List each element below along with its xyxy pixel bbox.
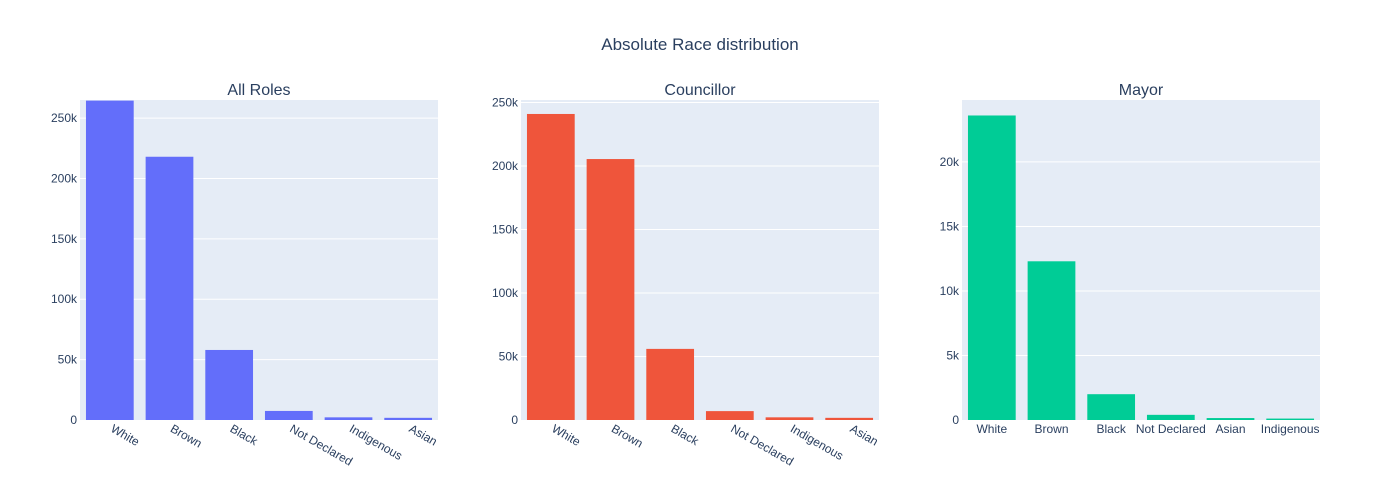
y-tick-label: 0 bbox=[70, 413, 77, 427]
y-tick-label: 200k bbox=[51, 171, 78, 185]
x-tick-label: Not Declared bbox=[728, 421, 796, 468]
y-tick-label: 50k bbox=[58, 353, 78, 367]
y-tick-label: 100k bbox=[492, 286, 519, 300]
bar-brown[interactable] bbox=[145, 156, 194, 421]
y-tick-label: 10k bbox=[940, 284, 960, 298]
y-tick-label: 100k bbox=[51, 292, 78, 306]
bar-indigenous[interactable] bbox=[765, 417, 814, 420]
x-tick-label: White bbox=[549, 421, 583, 449]
bar-not-declared[interactable] bbox=[1146, 414, 1195, 420]
chart-title: Absolute Race distribution bbox=[601, 35, 799, 54]
subplot-mayor: 0 5k 10k 15k 20k White Brown Black Not Declared A… bbox=[940, 82, 1320, 436]
x-tick-label: Indigenous bbox=[788, 421, 846, 462]
bar-brown[interactable] bbox=[1027, 261, 1076, 420]
x-tick-label: Asian bbox=[407, 421, 440, 448]
bar-not-declared[interactable] bbox=[705, 411, 754, 420]
bar-asian[interactable] bbox=[825, 417, 874, 420]
y-tick-label: 0 bbox=[952, 413, 959, 427]
y-tick-label: 5k bbox=[946, 348, 960, 362]
x-tick-label: Black bbox=[228, 421, 261, 448]
x-tick-label: Black bbox=[669, 421, 702, 448]
x-tick-label: Not Declared bbox=[1136, 422, 1206, 436]
y-tick-label: 250k bbox=[51, 111, 78, 125]
bar-asian[interactable] bbox=[1206, 418, 1255, 420]
subplot-title: Councillor bbox=[664, 82, 736, 99]
bar-indigenous[interactable] bbox=[1266, 418, 1315, 420]
bar-white[interactable] bbox=[85, 100, 134, 421]
y-tick-label: 0 bbox=[511, 413, 518, 427]
x-tick-label: Black bbox=[1096, 422, 1126, 436]
x-tick-label: White bbox=[976, 422, 1007, 436]
bar-not-declared[interactable] bbox=[264, 410, 313, 420]
x-tick-label: Asian bbox=[1215, 422, 1245, 436]
bar-brown[interactable] bbox=[586, 159, 635, 421]
x-tick-label: Asian bbox=[848, 421, 881, 448]
y-tick-label: 250k bbox=[492, 96, 519, 110]
y-tick-label: 50k bbox=[499, 350, 519, 364]
bar-black[interactable] bbox=[205, 349, 254, 420]
plot-background bbox=[962, 100, 1320, 420]
y-tick-label: 150k bbox=[492, 223, 519, 237]
x-tick-label: Brown bbox=[609, 421, 645, 450]
plot-background bbox=[521, 100, 879, 420]
bar-white[interactable] bbox=[526, 113, 575, 420]
y-tick-label: 200k bbox=[492, 159, 519, 173]
subplot-title: All Roles bbox=[227, 82, 290, 99]
bar-asian[interactable] bbox=[384, 417, 433, 420]
x-tick-label: Indigenous bbox=[347, 421, 405, 462]
x-tick-label: Not Declared bbox=[287, 421, 355, 468]
y-tick-label: 150k bbox=[51, 232, 78, 246]
subplot-councillor: 0 50k 100k 150k 200k 250k White Brown Black Not D… bbox=[492, 82, 881, 469]
x-tick-label: Brown bbox=[168, 421, 204, 450]
x-tick-label: Indigenous bbox=[1261, 422, 1320, 436]
bar-white[interactable] bbox=[967, 115, 1016, 420]
subplot-all-roles: 0 50k 100k 150k 200k 250k White Brown Black Not D… bbox=[51, 82, 440, 469]
bar-black[interactable] bbox=[1087, 394, 1136, 420]
x-tick-label: Brown bbox=[1034, 422, 1068, 436]
bar-black[interactable] bbox=[646, 348, 695, 420]
subplot-title: Mayor bbox=[1119, 82, 1164, 99]
bar-indigenous[interactable] bbox=[324, 417, 373, 420]
x-tick-label: White bbox=[108, 421, 142, 449]
y-tick-label: 20k bbox=[940, 155, 960, 169]
y-tick-label: 15k bbox=[940, 219, 960, 233]
plot-background bbox=[80, 100, 438, 420]
